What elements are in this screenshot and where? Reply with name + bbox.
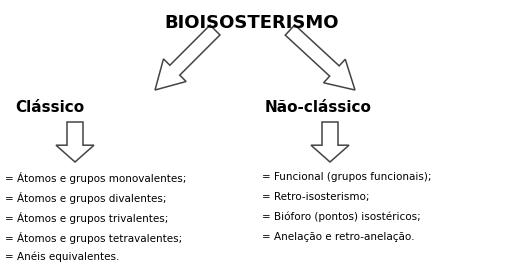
- Text: = Átomos e grupos monovalentes;: = Átomos e grupos monovalentes;: [5, 172, 186, 184]
- Polygon shape: [56, 122, 94, 162]
- Text: Clássico: Clássico: [15, 100, 84, 115]
- Text: = Átomos e grupos trivalentes;: = Átomos e grupos trivalentes;: [5, 212, 168, 224]
- Text: = Átomos e grupos divalentes;: = Átomos e grupos divalentes;: [5, 192, 167, 204]
- Polygon shape: [155, 25, 220, 90]
- Polygon shape: [285, 25, 355, 90]
- Text: = Anelação e retro-anelação.: = Anelação e retro-anelação.: [262, 232, 415, 242]
- Text: = Funcional (grupos funcionais);: = Funcional (grupos funcionais);: [262, 172, 431, 182]
- Text: BIOISOSTERISMO: BIOISOSTERISMO: [165, 14, 339, 32]
- Text: = Átomos e grupos tetravalentes;: = Átomos e grupos tetravalentes;: [5, 232, 182, 244]
- Text: = Bióforo (pontos) isostéricos;: = Bióforo (pontos) isostéricos;: [262, 212, 421, 223]
- Text: = Retro-isosterismo;: = Retro-isosterismo;: [262, 192, 370, 202]
- Text: = Anéis equivalentes.: = Anéis equivalentes.: [5, 252, 119, 263]
- Text: Não-clássico: Não-clássico: [265, 100, 372, 115]
- Polygon shape: [311, 122, 349, 162]
